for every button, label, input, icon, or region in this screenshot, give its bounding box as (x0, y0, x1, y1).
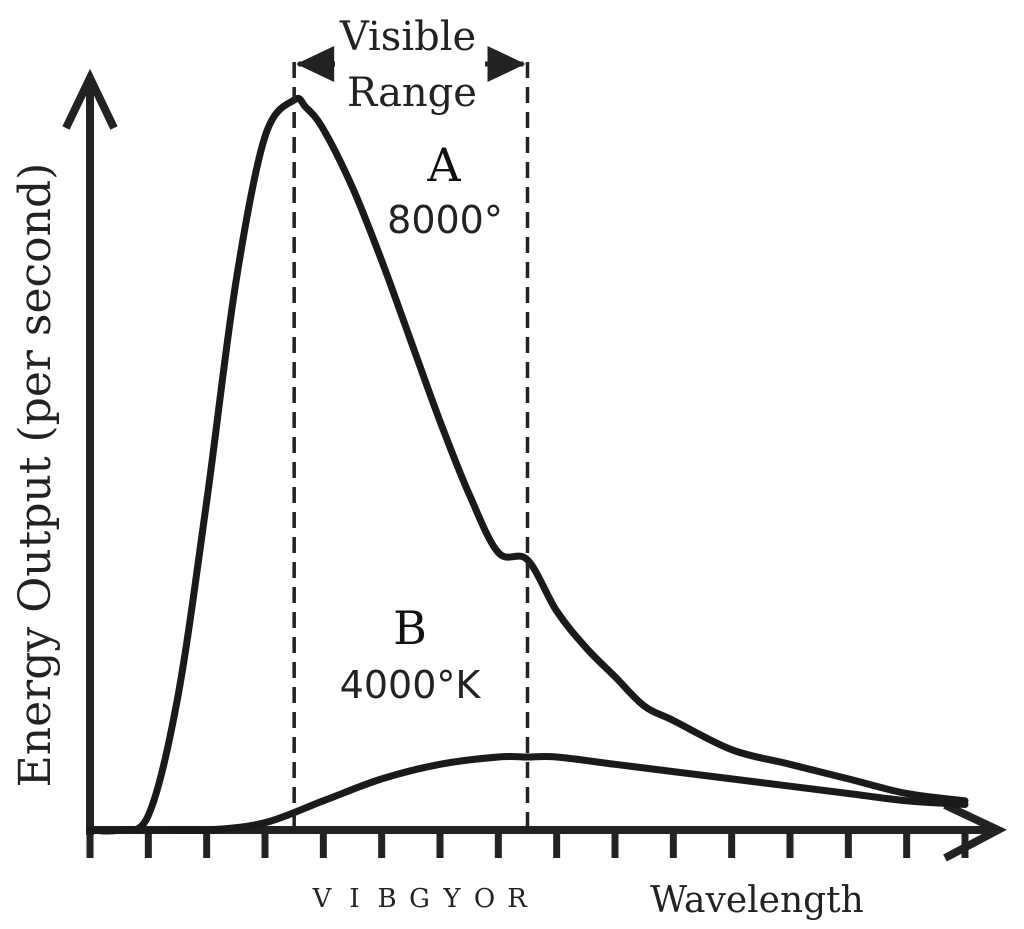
axes (62, 68, 1007, 862)
spectrum-letter: I (349, 884, 359, 914)
visible-range-annotation: Visible Range (296, 14, 526, 116)
visible-range-label-line1: Visible (339, 14, 476, 60)
x-axis-label: Wavelength (650, 880, 864, 921)
curve-a (86, 94, 969, 835)
spectrum-letter: Y (442, 884, 461, 914)
y-axis-label: Energy Output (per second) (10, 163, 61, 788)
spectrum-letter: B (377, 884, 396, 914)
spectrum-letter: G (409, 884, 430, 914)
spectrum-letter: R (507, 884, 528, 914)
spectrum-letter: V (312, 884, 333, 914)
visible-range-arrows (296, 46, 526, 82)
visible-range-label-line2: Range (347, 70, 477, 116)
curve-a-temperature: 8000° (387, 198, 503, 242)
range-arrow-left-head (296, 46, 335, 82)
range-arrow-right-head (487, 46, 526, 82)
visible-range-lines (292, 62, 530, 830)
x-ticks (86, 830, 969, 858)
curve-b-letter: B (393, 601, 427, 655)
spectrum-letter: O (474, 884, 495, 914)
curve-b (86, 752, 969, 835)
curve-b-temperature: 4000°K (340, 663, 482, 707)
y-axis-arrowhead (62, 68, 118, 130)
curve-a-letter: A (426, 138, 461, 192)
curves (86, 94, 969, 835)
